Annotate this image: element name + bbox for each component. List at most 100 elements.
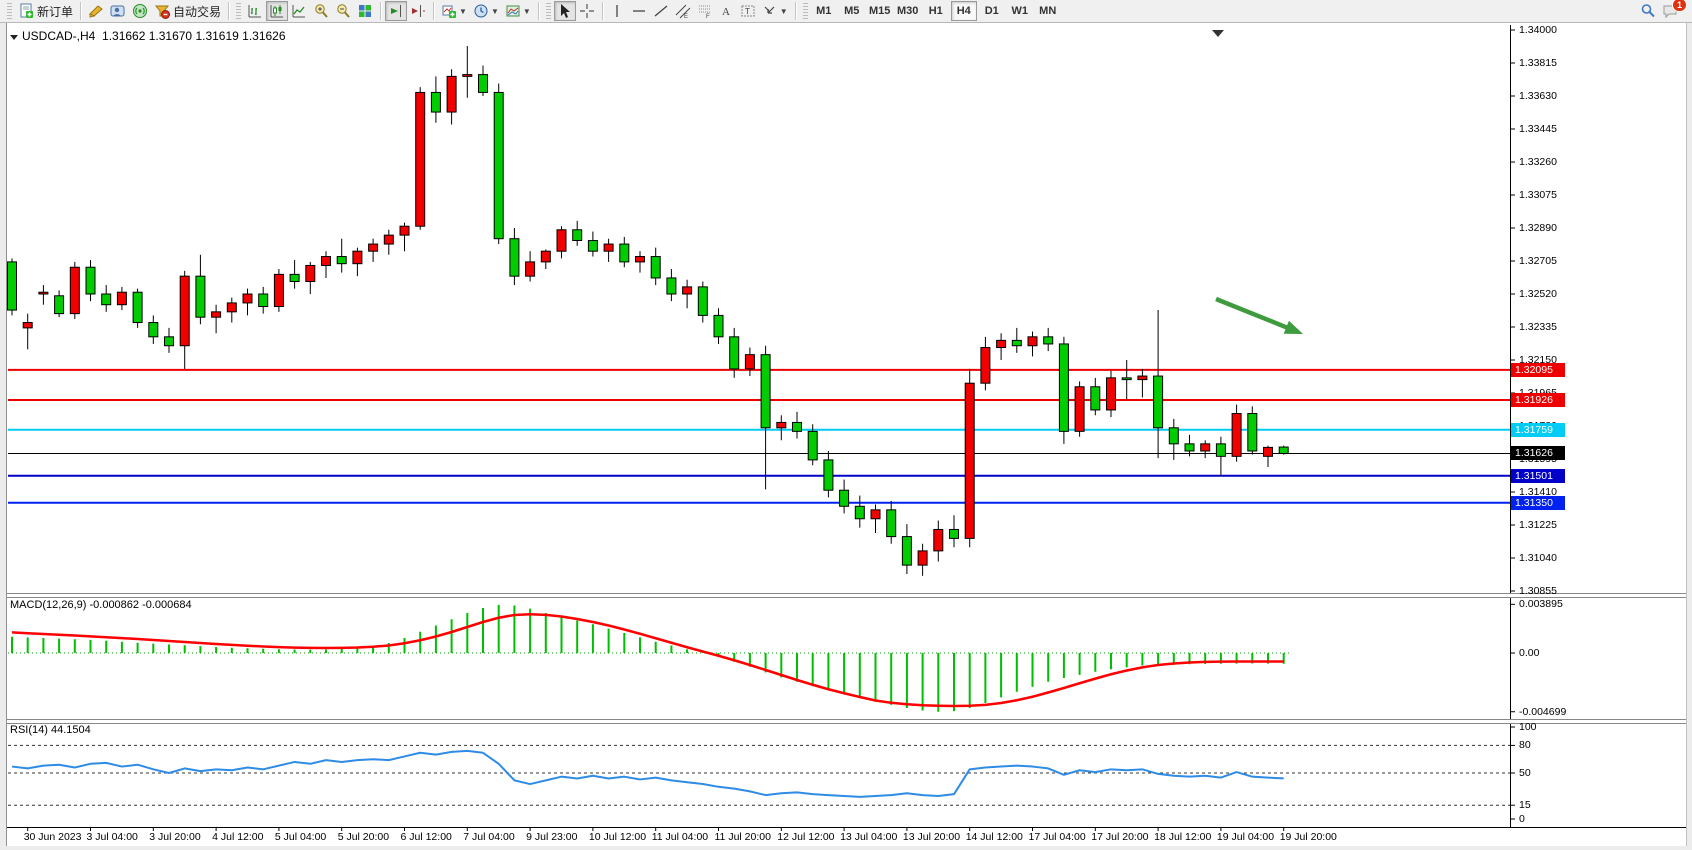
candle-body[interactable] — [368, 243, 379, 252]
candle-body[interactable] — [996, 339, 1007, 349]
timeframe-M5[interactable]: M5 — [844, 5, 860, 17]
candle-body[interactable] — [870, 509, 881, 520]
chart-canvas[interactable] — [0, 23, 1692, 850]
toolbar-grip[interactable] — [7, 3, 12, 19]
candle-body[interactable] — [7, 261, 17, 311]
candle-body[interactable] — [321, 256, 331, 266]
auto-trading-button[interactable]: 自动交易 — [151, 1, 224, 21]
horizontal-line-button[interactable] — [628, 1, 650, 21]
templates-button[interactable]: ▼ — [502, 1, 534, 21]
timeframe-D1[interactable]: D1 — [984, 5, 999, 17]
candle-body[interactable] — [1231, 413, 1242, 457]
candle-body[interactable] — [195, 275, 206, 318]
candle-body[interactable] — [116, 291, 127, 306]
candle-body[interactable] — [949, 528, 959, 539]
candle-body[interactable] — [587, 239, 598, 252]
line-chart-button[interactable] — [288, 1, 310, 21]
fibonacci-button[interactable]: F — [694, 1, 716, 21]
candle-body[interactable] — [54, 295, 65, 315]
toolbar-grip[interactable] — [802, 3, 808, 19]
search-button[interactable] — [1637, 1, 1659, 21]
candle-body[interactable] — [1263, 446, 1273, 457]
candle-body[interactable] — [603, 243, 614, 252]
candle-body[interactable] — [1153, 375, 1164, 429]
candle-body[interactable] — [556, 229, 567, 252]
arrows-button[interactable]: ▼ — [759, 1, 791, 21]
candle-body[interactable] — [1247, 413, 1258, 452]
candle-body[interactable] — [273, 273, 284, 307]
candle-body[interactable] — [509, 238, 520, 277]
candle-body[interactable] — [1074, 386, 1085, 432]
candle-body[interactable] — [132, 291, 143, 324]
candle-body[interactable] — [1137, 375, 1148, 381]
candle-body[interactable] — [682, 286, 693, 295]
candle-body[interactable] — [69, 266, 80, 315]
candle-body[interactable] — [336, 256, 347, 265]
auto-scroll-button[interactable] — [385, 1, 408, 21]
crosshair-button[interactable] — [576, 1, 598, 21]
candle-body[interactable] — [446, 75, 457, 113]
candle-body[interactable] — [854, 505, 865, 520]
candle-body[interactable] — [697, 286, 708, 316]
candle-body[interactable] — [1184, 443, 1195, 452]
signals-button[interactable] — [129, 1, 151, 21]
candle-body[interactable] — [305, 264, 316, 283]
tile-windows-button[interactable] — [354, 1, 376, 21]
candle-body[interactable] — [1043, 336, 1054, 345]
cursor-button[interactable] — [553, 1, 576, 21]
timeframe-M15[interactable]: M15 — [869, 5, 891, 17]
indicators-button[interactable]: ▼ — [438, 1, 470, 21]
timeframe-H4[interactable]: H4 — [950, 1, 977, 21]
toolbar-grip[interactable] — [236, 3, 242, 19]
zoom-out-button[interactable] — [332, 1, 354, 21]
candle-body[interactable] — [1168, 427, 1179, 445]
candle-body[interactable] — [823, 459, 834, 491]
candle-body[interactable] — [211, 311, 222, 318]
candle-body[interactable] — [713, 314, 724, 338]
text-label-button[interactable]: T — [737, 1, 759, 21]
candle-body[interactable] — [1106, 377, 1116, 411]
candle-body[interactable] — [964, 382, 975, 539]
candle-body[interactable] — [430, 91, 441, 113]
trendline-button[interactable] — [650, 1, 672, 21]
candle-body[interactable] — [352, 250, 363, 265]
timeframe-M30[interactable]: M30 — [897, 5, 919, 17]
candle-body[interactable] — [258, 293, 269, 307]
candle-body[interactable] — [540, 250, 551, 263]
candle-body[interactable] — [242, 293, 253, 304]
candle-body[interactable] — [980, 347, 991, 384]
timeframe-H1[interactable]: H1 — [928, 5, 943, 17]
candle-body[interactable] — [22, 322, 33, 329]
candle-body[interactable] — [1278, 446, 1289, 454]
chart-collapse-icon[interactable] — [10, 35, 18, 40]
timeframe-M1[interactable]: M1 — [816, 5, 832, 17]
candle-body[interactable] — [729, 336, 740, 370]
candle-body[interactable] — [792, 421, 802, 432]
candle-body[interactable] — [1121, 377, 1132, 381]
candle-body[interactable] — [415, 91, 426, 227]
candle-body[interactable] — [666, 277, 677, 295]
candle-body[interactable] — [462, 74, 473, 77]
timeframe-MN[interactable]: MN — [1039, 5, 1057, 17]
candle-body[interactable] — [1215, 443, 1226, 457]
chart-shift-marker-icon[interactable] — [1212, 30, 1224, 37]
candle-body[interactable] — [38, 291, 49, 295]
candle-body[interactable] — [101, 293, 112, 306]
candle-body[interactable] — [776, 421, 787, 429]
periods-button[interactable]: ▼ — [470, 1, 502, 21]
candle-body[interactable] — [839, 489, 850, 507]
candle-body[interactable] — [399, 225, 410, 236]
candle-body[interactable] — [807, 430, 818, 461]
down-arrow-annotation[interactable] — [1213, 293, 1305, 341]
candle-body[interactable] — [760, 354, 771, 429]
candlestick-chart-button[interactable] — [266, 1, 289, 21]
zoom-in-button[interactable] — [310, 1, 332, 21]
candle-body[interactable] — [650, 256, 661, 279]
candle-body[interactable] — [744, 354, 755, 370]
candle-body[interactable] — [886, 509, 897, 538]
pane-separator-rsi[interactable] — [0, 719, 1692, 724]
candle-body[interactable] — [493, 91, 504, 240]
candle-body[interactable] — [164, 336, 174, 347]
chart-window[interactable]: USDCAD-,H4 1.31662 1.31670 1.31619 1.316… — [0, 23, 1692, 850]
styler-button[interactable] — [85, 1, 107, 21]
